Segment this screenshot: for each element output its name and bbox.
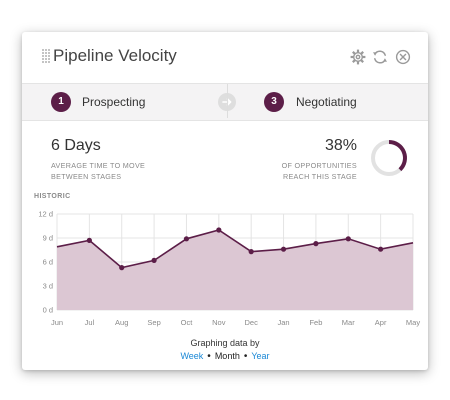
period-year-link[interactable]: Year [251, 351, 270, 361]
x-tick-label: Jun [51, 318, 63, 327]
chart-data-point [378, 246, 384, 252]
chart-section-label: HISTORIC [34, 193, 71, 200]
x-tick-label: May [406, 318, 420, 327]
x-tick-label: Dec [245, 318, 259, 327]
stage-label: Prospecting [82, 95, 146, 109]
x-tick-label: Apr [375, 318, 387, 327]
separator-dot: • [207, 351, 211, 362]
chart-data-point [313, 241, 319, 247]
stage-number-badge: 3 [264, 92, 284, 112]
drag-handle-icon[interactable] [42, 49, 50, 63]
x-tick-label: Jul [85, 318, 95, 327]
close-icon[interactable] [395, 49, 411, 65]
gear-icon[interactable] [350, 49, 366, 65]
period-week-link[interactable]: Week [180, 351, 204, 361]
widget-title: Pipeline Velocity [53, 46, 177, 65]
x-tick-label: Sep [147, 318, 160, 327]
y-tick-label: 12 d [38, 210, 53, 219]
x-tick-label: Feb [309, 318, 322, 327]
stage-label: Negotiating [296, 95, 357, 109]
chart-series-line [56, 229, 414, 269]
period-month-link[interactable]: Month [214, 351, 240, 361]
donut-progress-arc [388, 140, 407, 172]
y-tick-label: 0 d [43, 306, 53, 315]
x-tick-label: Mar [342, 318, 355, 327]
graphing-period-selector: Week • Month • Year [22, 351, 428, 362]
x-tick-label: Oct [181, 318, 194, 327]
stage-selector: 1 Prospecting 3 Negotiating [22, 83, 428, 121]
x-tick-label: Aug [115, 318, 128, 327]
chart-data-point [280, 246, 287, 252]
chart-data-point [345, 236, 351, 242]
conversion-value: 38% [324, 137, 357, 154]
stage-number-badge: 1 [51, 92, 71, 112]
chart-data-point [151, 257, 157, 263]
y-tick-label: 6 d [43, 258, 53, 267]
stage-divider [227, 84, 228, 118]
y-tick-label: 9 d [43, 234, 53, 243]
chart-data-point [248, 249, 254, 255]
conversion-caption: OF OPPORTUNITIES REACH THIS STAGE [281, 161, 357, 181]
stage-from-prospecting[interactable]: 1 Prospecting [22, 84, 212, 120]
avg-time-caption: AVERAGE TIME TO MOVE BETWEEN STAGES [51, 161, 146, 181]
chart-data-point [183, 236, 190, 242]
avg-time-value: 6 Days [51, 137, 101, 154]
chart-area-fill [57, 230, 413, 310]
conversion-donut [371, 140, 407, 176]
separator-dot: • [243, 351, 248, 362]
pipeline-velocity-widget: Pipeline Velocity [22, 32, 428, 370]
y-tick-label: 3 d [43, 282, 53, 291]
refresh-icon[interactable] [372, 49, 388, 65]
graphing-label: Graphing data by [190, 338, 260, 348]
x-tick-label: Jan [277, 318, 289, 327]
historic-area-chart: 0 d 3 d 6 d 9 d 12 d Jun Jul Aug Sep Oct Nov Dec Ja… [38, 210, 420, 328]
chart-data-point [119, 265, 125, 271]
chart-data-point [216, 227, 222, 233]
stage-to-negotiating[interactable]: 3 Negotiating [244, 84, 428, 120]
chart-data-point [86, 237, 92, 243]
x-tick-label: Nov [212, 318, 226, 327]
